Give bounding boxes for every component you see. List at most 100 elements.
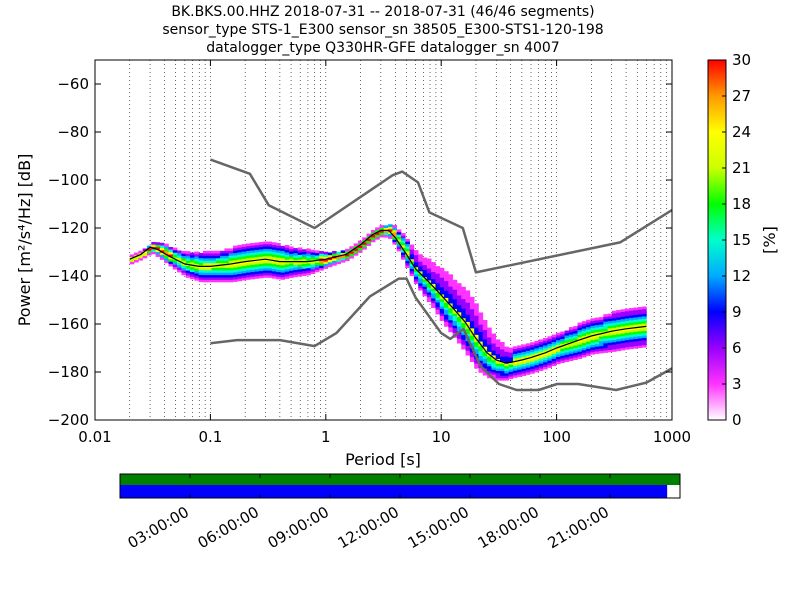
density-cell xyxy=(461,320,466,324)
density-cell xyxy=(478,317,484,320)
density-cell xyxy=(306,248,311,252)
density-cell xyxy=(491,357,497,361)
density-cell xyxy=(603,335,608,339)
density-cell xyxy=(607,328,613,331)
density-cell xyxy=(245,243,251,247)
density-cell xyxy=(624,332,630,336)
density-cell xyxy=(168,249,174,253)
density-cell xyxy=(452,289,458,293)
density-cell xyxy=(301,266,307,269)
density-cell xyxy=(237,256,242,260)
density-cell xyxy=(495,373,501,376)
density-cell xyxy=(245,253,251,256)
density-cell xyxy=(245,248,251,251)
density-cell xyxy=(599,331,604,335)
density-cell xyxy=(534,352,540,356)
density-cell xyxy=(220,277,225,280)
density-cell xyxy=(323,254,329,257)
density-cell xyxy=(267,255,273,259)
density-cell xyxy=(151,244,156,248)
density-cell xyxy=(456,324,462,327)
density-cell xyxy=(211,270,217,273)
density-cell xyxy=(271,261,277,265)
density-cell xyxy=(293,264,298,268)
density-cell xyxy=(642,330,647,334)
density-cell xyxy=(530,349,535,353)
density-cell xyxy=(611,327,617,331)
title-line-3: datalogger_type Q330HR-GFE datalogger_sn… xyxy=(206,40,559,56)
density-cell xyxy=(383,232,389,236)
density-cell xyxy=(215,255,221,259)
density-cell xyxy=(504,349,509,352)
density-cell xyxy=(185,255,191,259)
density-cell xyxy=(388,236,393,239)
density-cell xyxy=(263,246,268,249)
density-cell xyxy=(301,270,307,274)
density-cell xyxy=(418,275,423,279)
density-cell xyxy=(642,316,647,319)
density-cell xyxy=(241,253,247,257)
density-cell xyxy=(340,250,346,254)
density-cell xyxy=(620,311,626,315)
density-cell xyxy=(327,254,333,258)
density-cell xyxy=(607,318,613,322)
density-cell xyxy=(293,262,298,266)
density-cell xyxy=(448,310,453,314)
density-cell xyxy=(642,320,647,324)
density-cell xyxy=(409,263,415,267)
density-cell xyxy=(611,310,617,314)
density-cell xyxy=(642,328,647,331)
density-cell xyxy=(469,301,475,305)
density-cell xyxy=(637,321,643,325)
density-cell xyxy=(228,272,234,276)
density-cell xyxy=(629,317,634,321)
density-cell xyxy=(538,344,544,347)
density-cell xyxy=(611,315,617,319)
density-cell xyxy=(530,351,535,355)
density-cell xyxy=(637,338,643,341)
density-cell xyxy=(474,303,479,307)
density-cell xyxy=(431,269,436,272)
density-cell xyxy=(465,314,471,318)
density-cell xyxy=(590,339,596,343)
density-cell xyxy=(508,352,514,356)
density-cell xyxy=(603,326,608,329)
density-cell xyxy=(426,263,432,267)
density-cell xyxy=(491,352,497,356)
density-cell xyxy=(396,248,402,252)
density-cell xyxy=(164,258,169,261)
density-cell xyxy=(611,349,617,352)
density-cell xyxy=(194,261,199,264)
density-cell xyxy=(482,344,488,347)
density-cell xyxy=(254,249,260,253)
density-cell xyxy=(190,254,195,258)
density-cell xyxy=(452,311,458,314)
density-cell xyxy=(620,321,626,325)
density-cell xyxy=(422,291,428,294)
density-cell xyxy=(396,229,402,233)
density-cell xyxy=(555,361,561,365)
density-cell xyxy=(426,258,432,262)
density-cell xyxy=(637,323,643,327)
density-cell xyxy=(577,327,583,331)
density-cell xyxy=(444,280,449,284)
density-cell xyxy=(530,356,535,360)
density-cell xyxy=(155,251,161,255)
density-cell xyxy=(577,339,583,343)
density-cell xyxy=(512,372,518,376)
density-cell xyxy=(267,248,273,252)
density-cell xyxy=(444,314,449,318)
density-cell xyxy=(599,350,604,354)
density-cell xyxy=(439,270,445,273)
density-cell xyxy=(444,324,449,327)
density-cell xyxy=(487,351,492,355)
density-cell xyxy=(521,351,527,355)
density-cell xyxy=(456,333,462,337)
density-cell xyxy=(469,318,475,322)
density-cell xyxy=(495,368,501,371)
density-cell xyxy=(594,334,600,338)
density-cell xyxy=(448,312,453,316)
density-cell xyxy=(512,363,518,366)
density-cell xyxy=(250,250,255,253)
density-cell xyxy=(392,225,397,228)
